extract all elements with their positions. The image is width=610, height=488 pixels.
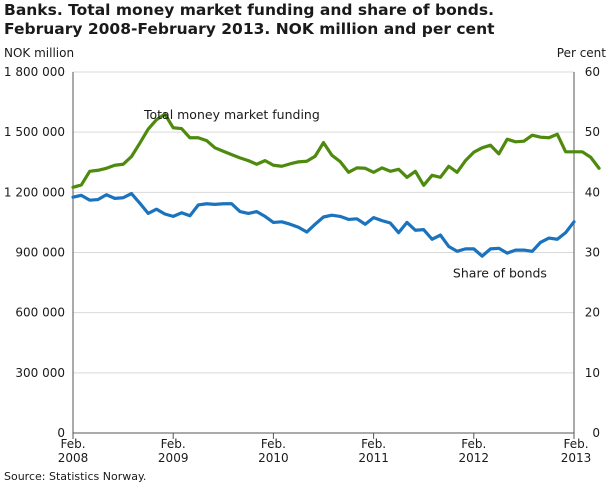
annotation-bonds: Share of bonds (453, 265, 547, 280)
right-tick-label: 20 (585, 306, 600, 320)
left-axis-label: NOK million (4, 46, 75, 60)
right-tick-label: 30 (585, 246, 600, 260)
left-tick-label: 1 500 000 (4, 125, 65, 139)
right-tick-label: 40 (585, 185, 600, 199)
x-tick-label-month: Feb. (361, 437, 386, 451)
annotation-funding: Total money market funding (143, 107, 320, 122)
x-tick-label-month: Feb. (60, 437, 85, 451)
x-tick-label-month: Feb. (161, 437, 186, 451)
source-note: Source: Statistics Norway. (4, 470, 147, 483)
gridlines (73, 71, 574, 374)
right-tick-label: 60 (585, 65, 600, 79)
left-tick-label: 600 000 (15, 306, 65, 320)
x-tick-label-month: Feb. (563, 437, 588, 451)
right-axis-label: Per cent (556, 46, 606, 60)
series-lines (71, 112, 601, 258)
chart-subtitle: February 2008-February 2013. NOK million… (4, 20, 495, 38)
right-tick-label: 50 (585, 125, 600, 139)
chart-title: Banks. Total money market funding and sh… (4, 1, 494, 19)
series-line-bonds (71, 191, 576, 258)
x-tick-label-year: 2012 (459, 451, 490, 465)
x-tick-label-year: 2008 (58, 451, 89, 465)
x-tick-label-year: 2010 (258, 451, 289, 465)
x-tick-label-year: 2013 (561, 451, 592, 465)
x-tick-label-month: Feb. (261, 437, 286, 451)
x-tick-label-year: 2011 (358, 451, 389, 465)
left-tick-label: 1 800 000 (4, 65, 65, 79)
tick-labels: 0 0 300 000 10 600 000 20 900 000 30 1 200 000 40… (4, 65, 600, 465)
right-tick-label: 0 (592, 426, 600, 440)
x-tick-label-month: Feb. (461, 437, 486, 451)
left-tick-label: 900 000 (15, 246, 65, 260)
axes (72, 72, 575, 439)
left-tick-label: 0 (57, 426, 65, 440)
right-tick-label: 10 (585, 366, 600, 380)
annotations: Total money market funding Share of bonds (143, 107, 547, 280)
series-line-funding (71, 112, 601, 189)
left-tick-label: 1 200 000 (4, 185, 65, 199)
x-tick-label-year: 2009 (158, 451, 189, 465)
left-tick-label: 300 000 (15, 366, 65, 380)
